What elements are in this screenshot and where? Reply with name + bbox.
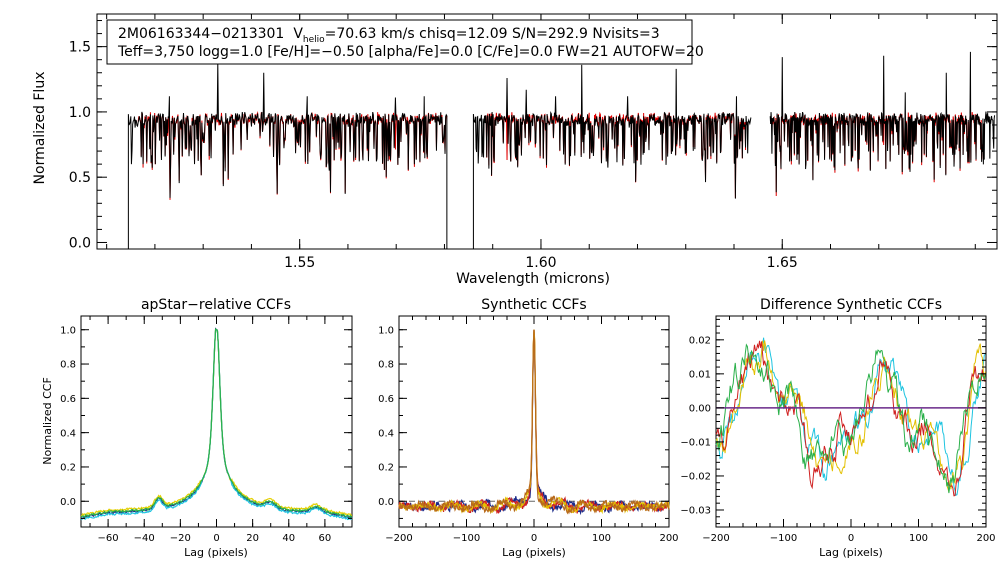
spectrum-frame [96, 13, 998, 250]
synthetic-ccf-series [398, 329, 670, 515]
apstar-ylabel: Normalized CCF [41, 377, 54, 465]
spectrum-panel: 1.55 1.60 1.65 0.0 0.5 1.0 1.5 2M06163344−0213… [32, 13, 998, 287]
x-tick-label: −100 [453, 533, 480, 544]
apstar-ccf-lines [80, 327, 353, 521]
observed-spectrum-chip [769, 51, 996, 193]
x-tick-label: 100 [909, 533, 928, 544]
x-tick-label: 200 [976, 533, 995, 544]
x-tick-label: 20 [246, 533, 259, 544]
spectrum-ylabel: Normalized Flux [32, 72, 48, 185]
x-tick-label: −200 [385, 533, 412, 544]
y-tick-label: 0.8 [60, 360, 76, 371]
y-tick-label: 1.0 [69, 105, 91, 121]
x-tick-label: 0 [531, 533, 537, 544]
difference-title: Difference Synthetic CCFs [760, 297, 942, 313]
apstar-ccf-series [80, 327, 353, 519]
y-tick-label: 0.8 [378, 360, 394, 371]
x-tick-label: 100 [592, 533, 611, 544]
y-tick-label: 0.0 [378, 497, 394, 508]
y-tick-label: 1.0 [60, 325, 76, 336]
y-tick-label: 0.2 [60, 463, 76, 474]
x-tick-label: 200 [659, 533, 678, 544]
annotation-line-1: 2M06163344−0213301 Vhelio=70.63 km/s chis… [118, 26, 660, 45]
y-tick-label: 0.01 [689, 369, 711, 380]
apstar-ccf-series [80, 328, 353, 517]
y-tick-label: 1.5 [69, 40, 91, 56]
annotation-box [106, 19, 693, 65]
x-tick-label: 40 [282, 533, 295, 544]
x-tick-label: −60 [98, 533, 119, 544]
synthetic-ccf-series [398, 329, 670, 515]
x-tick-label: 1.60 [525, 255, 556, 271]
apstar-frame [80, 315, 353, 528]
x-tick-label: −40 [134, 533, 155, 544]
vhelio-symbol: V [293, 26, 303, 42]
annotation-stats: =70.63 km/s chisq=12.09 S/N=292.9 Nvisit… [325, 26, 660, 42]
apstar-xlabel: Lag (pixels) [184, 546, 248, 559]
y-tick-label: 0.6 [60, 394, 76, 405]
difference-xlabel: Lag (pixels) [819, 546, 883, 559]
y-tick-label: 0.4 [378, 428, 394, 439]
spectrum-xlabel: Wavelength (microns) [456, 271, 610, 287]
synthetic-ccf-panel: Synthetic CCFs −200 −100 0 100 200 0.0 0.2 0.4 0… [378, 297, 678, 559]
x-tick-label: 0 [213, 533, 219, 544]
y-tick-label: 0.5 [69, 170, 91, 186]
y-tick-label: 0.2 [378, 463, 394, 474]
x-tick-label: −20 [170, 533, 191, 544]
synthetic-ccf-lines [398, 329, 670, 516]
synthetic-title: Synthetic CCFs [481, 297, 586, 313]
difference-ccf-series [715, 343, 986, 494]
synthetic-ccf-series [398, 329, 670, 516]
x-tick-label: 1.55 [284, 255, 315, 271]
annotation-line-2: Teff=3,750 logg=1.0 [Fe/H]=−0.50 [alpha/… [117, 44, 704, 60]
difference-ticks: −200 −100 0 100 200 −0.03 −0.02 −0.01 0.00 0.01 0.… [680, 316, 996, 544]
y-tick-label: −0.02 [680, 472, 711, 483]
apstar-ticks: −60 −40 −20 0 20 40 60 0.0 0.2 0.4 0.6 0.8 1.0 [60, 316, 352, 544]
y-tick-label: 1.0 [378, 325, 394, 336]
y-tick-label: −0.01 [680, 438, 711, 449]
y-tick-label: −0.03 [680, 506, 711, 517]
x-tick-label: −100 [770, 533, 797, 544]
apstar-title: apStar−relative CCFs [141, 297, 291, 313]
y-tick-label: 0.6 [378, 394, 394, 405]
y-tick-label: 0.02 [689, 335, 711, 346]
y-tick-label: 0.00 [689, 403, 711, 414]
synthetic-ccf-series [398, 329, 670, 515]
spectrum-ticks: 1.55 1.60 1.65 0.0 0.5 1.0 1.5 [69, 14, 997, 271]
apstar-ccf-series [80, 327, 353, 520]
y-tick-label: 0.4 [60, 428, 76, 439]
observed-spectrum [127, 51, 996, 249]
synthetic-xlabel: Lag (pixels) [502, 546, 566, 559]
difference-ccf-lines [715, 337, 986, 497]
y-tick-label: 0.0 [69, 235, 91, 251]
x-tick-label: 60 [319, 533, 332, 544]
synthetic-ticks: −200 −100 0 100 200 0.0 0.2 0.4 0.6 0.8 1.0 [378, 316, 679, 544]
difference-ccf-panel: Difference Synthetic CCFs −200 −100 0 100 20… [680, 297, 995, 559]
x-tick-label: 0 [848, 533, 854, 544]
vhelio-subscript: helio [303, 35, 325, 45]
apstar-ccf-series [80, 328, 353, 521]
apstar-ccf-panel: apStar−relative CCFs −60 −40 −20 0 20 40 60 0.0… [41, 297, 353, 559]
x-tick-label: −200 [702, 533, 729, 544]
x-tick-label: 1.65 [767, 255, 798, 271]
y-tick-label: 0.0 [60, 497, 76, 508]
observed-spectrum-chip [472, 64, 752, 249]
observed-spectrum-chip [127, 62, 448, 249]
star-id: 2M06163344−0213301 [118, 26, 284, 42]
